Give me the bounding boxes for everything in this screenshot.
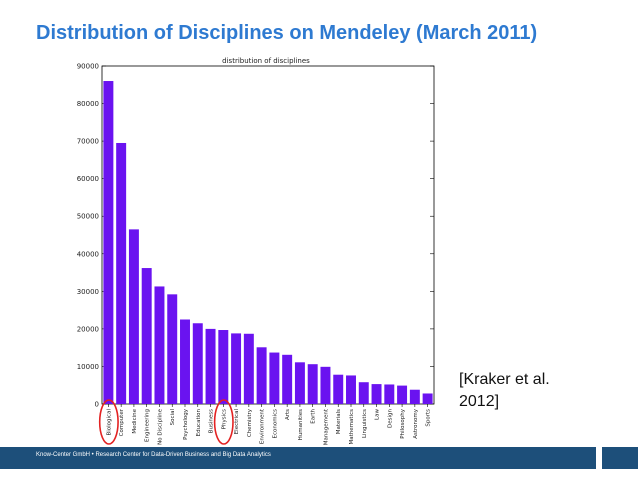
y-tick-label: 20000 — [77, 325, 99, 333]
footer-bar: Know-Center GmbH • Research Center for D… — [0, 447, 638, 469]
slide-title: Distribution of Disciplines on Mendeley … — [36, 22, 538, 44]
bar-design — [384, 384, 395, 404]
bar-arts — [282, 354, 293, 404]
y-tick-label: 60000 — [77, 175, 99, 183]
bar-economics — [269, 352, 280, 404]
x-tick-label: Design — [387, 408, 393, 428]
x-tick-label: Psychology — [183, 408, 189, 440]
x-tick-label: Business — [209, 409, 215, 433]
bar-law — [371, 384, 382, 404]
highlight-circle-biological — [98, 399, 119, 445]
bar-medicine — [128, 229, 139, 404]
x-tick-label: Earth — [311, 408, 317, 423]
y-tick-label: 50000 — [77, 213, 99, 221]
x-tick-label: Mathematics — [349, 409, 355, 445]
citation-line-2: 2012] — [459, 393, 500, 410]
bar-materials — [333, 374, 344, 404]
bar-chart-svg: distribution of disciplines 0 10000 20000 3… — [77, 57, 435, 445]
bar-physics — [218, 330, 229, 404]
x-tick-label: Humanities — [298, 409, 304, 440]
x-tick-label: Linguistics — [362, 409, 368, 438]
bar-education — [192, 323, 203, 404]
x-tick-label: Chemistry — [247, 408, 253, 437]
bars — [103, 81, 433, 405]
chart: distribution of disciplines 0 10000 20000 3… — [54, 54, 440, 446]
bar-mathematics — [346, 375, 356, 404]
bar-psychology — [180, 319, 190, 404]
y-tick-label: 0 — [95, 401, 99, 409]
x-tick-label: Environment — [260, 408, 266, 444]
x-tick-label: Law — [375, 409, 381, 420]
bar-linguistics — [358, 382, 369, 404]
y-tick-label: 90000 — [77, 63, 99, 71]
x-tick-label: Materials — [336, 409, 342, 434]
bar-earth — [307, 364, 318, 404]
x-tick-label: Arts — [285, 409, 291, 420]
bar-computer — [116, 142, 127, 404]
chart-axes — [101, 65, 435, 405]
x-tick-label: Astronomy — [413, 408, 419, 438]
bar-philosophy — [397, 385, 408, 404]
bar-social — [167, 294, 178, 404]
bar-no-discipline — [154, 286, 165, 404]
highlight-circle-physics — [213, 399, 234, 445]
x-tick-label: Philosophy — [400, 408, 406, 438]
x-tick-label: No Discipline — [157, 408, 163, 444]
x-tick-label: Electrical — [234, 409, 240, 435]
bar-electrical — [231, 333, 242, 404]
x-tick-label: Social — [170, 409, 176, 426]
x-tick-label: Sports — [426, 409, 432, 427]
bar-humanities — [294, 362, 305, 404]
plot-frame — [101, 65, 435, 405]
x-tick-label: Medicine — [132, 408, 138, 433]
y-tick-label: 80000 — [77, 100, 99, 108]
x-axis-labels: Biological Computer Medicine Engineering No … — [106, 404, 432, 445]
bar-sports — [422, 393, 433, 404]
citation: [Kraker et al. 2012] — [459, 369, 569, 413]
x-tick-label: Education — [196, 408, 202, 436]
citation-line-1: [Kraker et al. — [459, 371, 550, 388]
footer-text: Know-Center GmbH • Research Center for D… — [36, 452, 271, 458]
x-tick-label: Computer — [119, 408, 125, 436]
x-tick-label: Management — [323, 408, 329, 445]
bar-management — [320, 366, 331, 404]
bar-chemistry — [243, 333, 254, 404]
bar-environment — [256, 347, 267, 404]
chart-title: distribution of disciplines — [222, 57, 310, 65]
y-tick-label: 10000 — [77, 363, 99, 371]
y-tick-label: 30000 — [77, 288, 99, 296]
bar-biological — [103, 81, 114, 405]
bar-astronomy — [409, 389, 420, 404]
x-tick-label: Economics — [272, 409, 278, 439]
y-tick-label: 70000 — [77, 138, 99, 146]
x-tick-label: Physics — [221, 409, 227, 429]
bar-business — [205, 328, 216, 404]
x-tick-label: Biological — [106, 409, 112, 436]
bar-engineering — [141, 268, 152, 404]
highlight-circles — [98, 399, 234, 445]
y-tick-label: 40000 — [77, 250, 99, 258]
x-tick-label: Engineering — [145, 409, 151, 442]
